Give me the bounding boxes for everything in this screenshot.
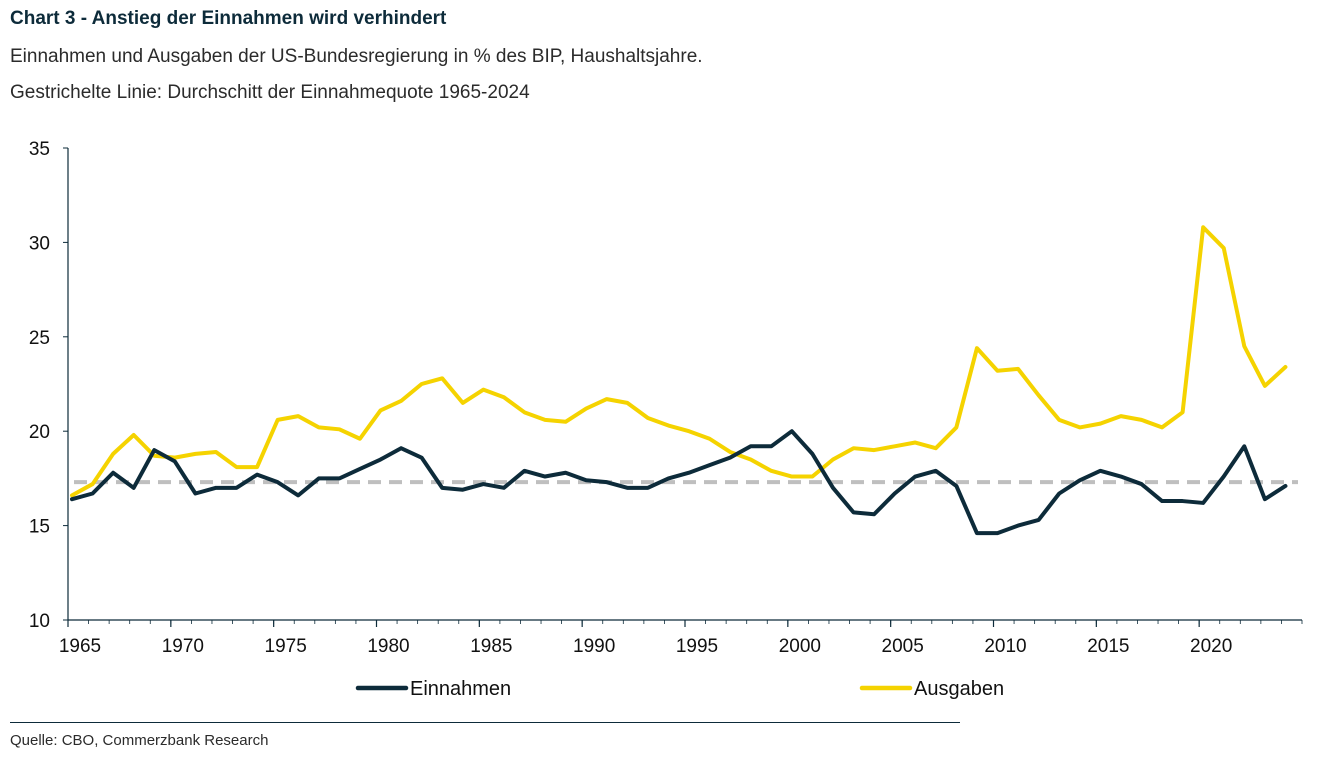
y-tick-label: 35 [29,139,50,160]
y-tick-label: 20 [29,422,50,443]
x-tick-label: 1965 [59,636,101,657]
x-tick-label: 1995 [676,636,718,657]
y-tick-label: 15 [29,517,50,538]
chart-subtitle-average-note: Gestrichelte Linie: Durchschitt der Einn… [10,82,530,103]
y-tick-label: 30 [29,233,50,254]
chart-subtitle: Einnahmen und Ausgaben der US-Bundesregi… [10,46,703,67]
series-lines [70,225,1288,536]
legend: Einnahmen Ausgaben [355,678,1004,700]
x-tick-label: 2005 [882,636,924,657]
x-tick-label: 1980 [367,636,409,657]
y-tick-label: 25 [29,328,50,349]
y-tick-label: 10 [29,611,50,632]
series-line-ausgaben [70,225,1288,498]
x-tick-label: 1975 [265,636,307,657]
chart-title: Chart 3 - Anstieg der Einnahmen wird ver… [10,8,447,29]
x-tick-label: 1990 [573,636,615,657]
x-tick-label: 1985 [470,636,512,657]
legend-label-einnahmen: Einnahmen [410,678,511,700]
x-tick-label: 2015 [1087,636,1129,657]
x-tick-label: 2020 [1190,636,1232,657]
legend-label-ausgaben: Ausgaben [914,678,1004,700]
source-note: Quelle: CBO, Commerzbank Research [10,732,269,749]
axes: 10 15 20 25 30 35 1965 1970 1975 1980 1985 1990 1995… [29,139,1303,657]
line-chart: 10 15 20 25 30 35 1965 1970 1975 1980 1985 1990 1995… [29,139,1303,700]
source-divider [10,722,960,723]
x-tick-label: 2000 [779,636,821,657]
x-tick-label: 2010 [984,636,1026,657]
x-tick-label: 1970 [162,636,204,657]
series-line-einnahmen [70,429,1288,536]
